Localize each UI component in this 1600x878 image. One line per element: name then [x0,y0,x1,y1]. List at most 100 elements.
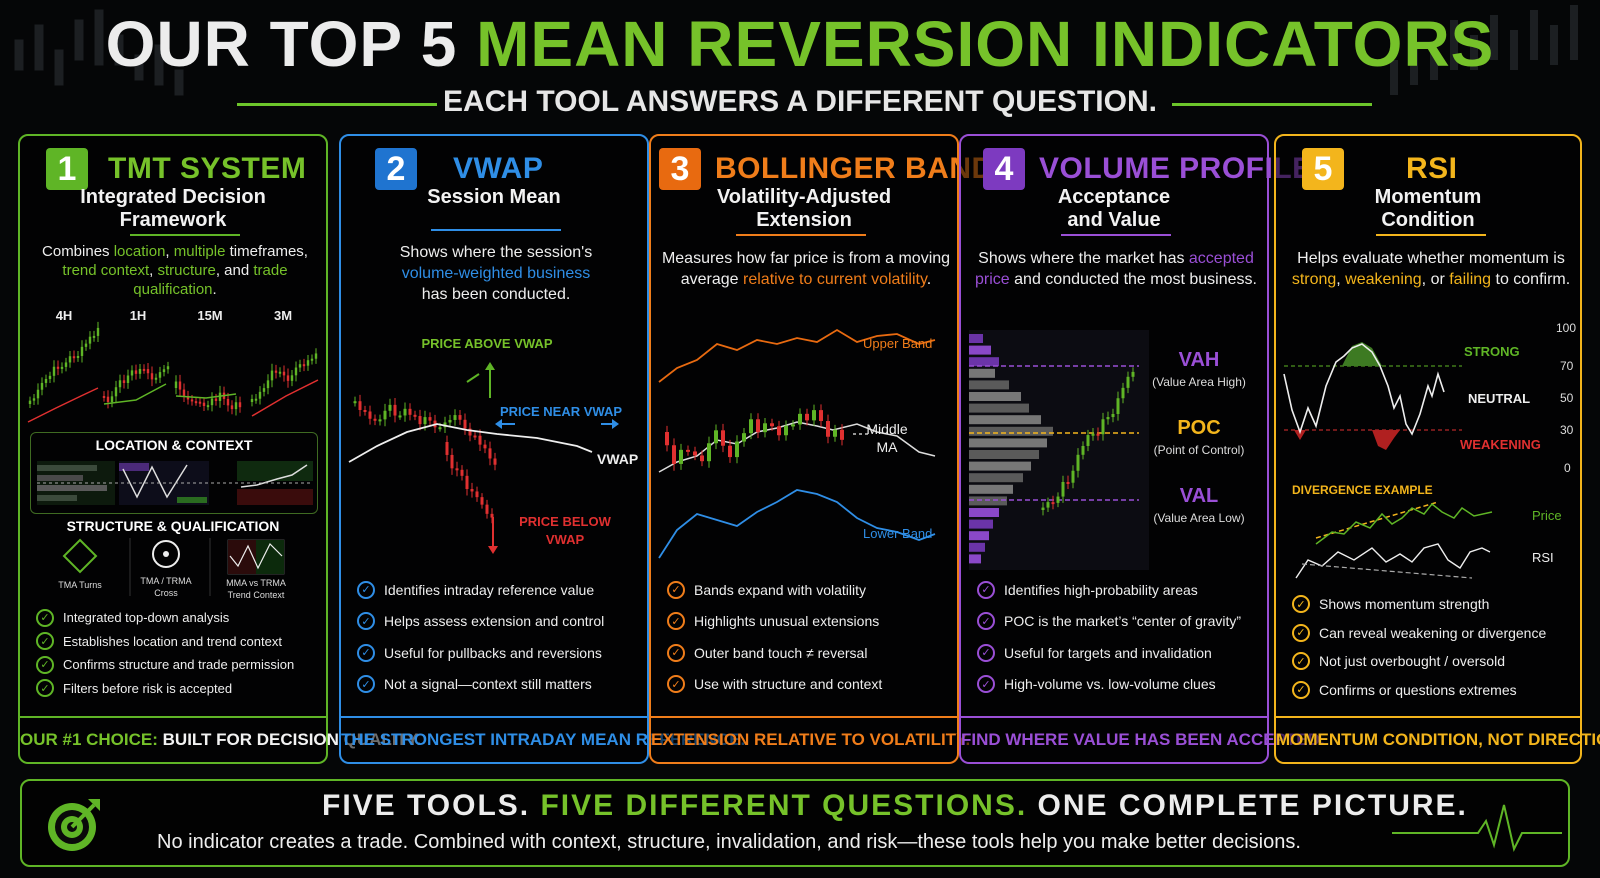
candle-body [368,411,372,419]
subtitle-rule-right [1172,103,1372,106]
candle-body [833,429,837,437]
volume-bar [969,438,1047,448]
list-item: ✓ Not just overbought / oversold [1292,647,1572,676]
candle-body [118,380,122,388]
axis-100: 100 [1556,321,1576,335]
candle-body [1131,371,1135,377]
tf-label-4h: 4H [56,308,73,323]
candle-body [812,410,816,421]
candle-body [463,419,467,429]
list-item: ✓ Integrated top-down analysis [36,606,318,630]
candle-body [52,366,56,376]
candle-body [398,415,402,418]
card-bollinger-bands: 3 BOLLINGER BANDS Volatility-Adjusted Ex… [649,134,1014,764]
candle-body [190,399,194,402]
candle-body [262,388,266,392]
candle-body [126,375,130,383]
candle-body [182,389,186,396]
volume-bar [969,403,1029,413]
volume-bar [969,461,1031,471]
candle-body [28,400,32,404]
label-rsi: RSI [1532,550,1554,565]
candle-body [413,414,417,417]
title-underline [736,234,866,236]
candle-body [480,497,484,505]
page-subtitle: EACH TOOL ANSWERS A DIFFERENT QUESTION. [443,85,1157,118]
title-part-2: MEAN REVERSION INDICATORS [476,8,1495,80]
volume-bar [969,542,985,552]
label-price-above: PRICE ABOVE VWAP [422,336,553,351]
candle-body [166,366,170,370]
label-poc: POC [1177,417,1220,439]
candle-body [403,408,407,416]
title-underline [130,234,240,236]
candle-body [383,410,387,420]
list-item: ✓ Confirms structure and trade permission [36,653,318,677]
candle-body [763,423,767,433]
card-footer: OUR #1 CHOICE: BUILT FOR DECISION QUALIT… [20,716,421,762]
pulse-line-icon [1392,804,1562,852]
volume-bar [969,380,1009,390]
candle-body [72,356,76,359]
label-vah-sub: (Value Area High) [1152,375,1246,389]
candle-body [679,449,683,464]
tf-label-1h: 1H [130,308,147,323]
candle-body [274,370,278,373]
card-number: 1 [46,148,88,190]
candle-body [423,417,427,425]
candle-body [258,391,262,399]
candle-body [44,378,48,383]
candle-body [488,448,492,459]
card-footer: MOMENTUM CONDITION, NOT DIRECTION. [1276,716,1600,762]
structure-title: STRUCTURE & QUALIFICATION [66,518,280,534]
label-price-below-1: PRICE BELOW [519,514,611,529]
candle-body [1061,481,1065,497]
candle-body [445,442,449,455]
candle-body [266,380,270,389]
list-item: ✓ Can reveal weakening or divergence [1292,619,1572,648]
candle-body [178,381,182,390]
candle-body [493,458,497,465]
card-description: Measures how far price is from a moving … [661,250,951,288]
card-subtitle-line2: Framework [119,209,227,231]
multi-timeframe-charts: 4H 1H 15M 3M [27,308,319,423]
candle-body [805,413,809,421]
candle-body [158,372,162,378]
candle-body [1126,376,1130,388]
location-context-panel: LOCATION & CONTEXT [30,432,318,514]
candle-body [238,402,242,408]
candle-body [707,443,711,462]
candle-body [76,355,80,358]
candle-body [672,445,676,464]
label-weakening: WEAKENING [1460,437,1541,452]
card-rsi: 5 RSI Momentum Condition Helps evaluate … [1274,134,1600,764]
sq-label-tma-trma: TMA / TRMA [140,576,191,586]
bullet-list: ✓ Integrated top-down analysis ✓ Establish… [36,606,318,700]
candle-body [102,396,106,398]
bottom-banner: FIVE TOOLS. FIVE DIFFERENT QUESTIONS. ON… [20,779,1570,867]
page-title: OUR TOP 5 MEAN REVERSION INDICATORS [0,4,1600,84]
axis-70: 70 [1560,359,1574,373]
tf-label-3m: 3M [274,308,292,323]
volume-bar [969,531,989,541]
bullet-list: ✓ Identifies high-probability areas ✓ POC … [977,574,1259,700]
candle-body [428,417,432,421]
volume-bar [969,368,995,378]
candle-body [465,475,469,490]
candle-body [250,398,254,402]
candle-body [784,425,788,436]
volume-bar [969,450,1039,459]
card-title: VOLUME PROFILE [1039,152,1313,185]
candle-body [798,413,802,425]
candle-body [282,371,286,376]
volume-bar [969,357,999,367]
candle-body [373,418,377,421]
candle-body [1091,433,1095,436]
card-number: 3 [659,148,701,190]
candle-body [174,381,178,388]
candle-body [770,423,774,427]
candle-body [1086,435,1090,446]
card-footer: EXTENSION RELATIVE TO VOLATILITY. [651,716,970,762]
candle-body [700,455,704,462]
candle-body [290,375,294,381]
